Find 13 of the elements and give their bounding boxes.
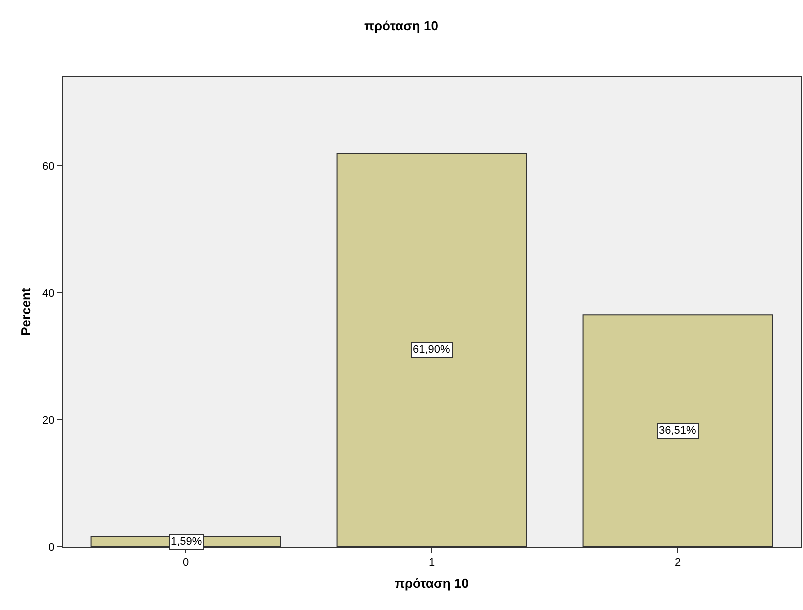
x-axis-title: πρόταση 10 [395, 576, 469, 591]
chart-title: πρόταση 10 [364, 18, 438, 34]
y-axis-title: Percent [18, 287, 34, 336]
y-tick-label: 60 [42, 160, 55, 173]
data-label: 61,90% [413, 344, 451, 356]
x-tick-label: 0 [182, 557, 190, 570]
x-tick-label: 2 [674, 557, 682, 570]
data-label: 36,51% [659, 425, 697, 437]
data-label: 1,59% [171, 536, 202, 548]
y-tick-label: 40 [42, 288, 55, 300]
y-tick-label: 20 [42, 414, 55, 427]
x-tick-label: 1 [428, 557, 436, 570]
y-tick-label: 0 [48, 542, 55, 554]
